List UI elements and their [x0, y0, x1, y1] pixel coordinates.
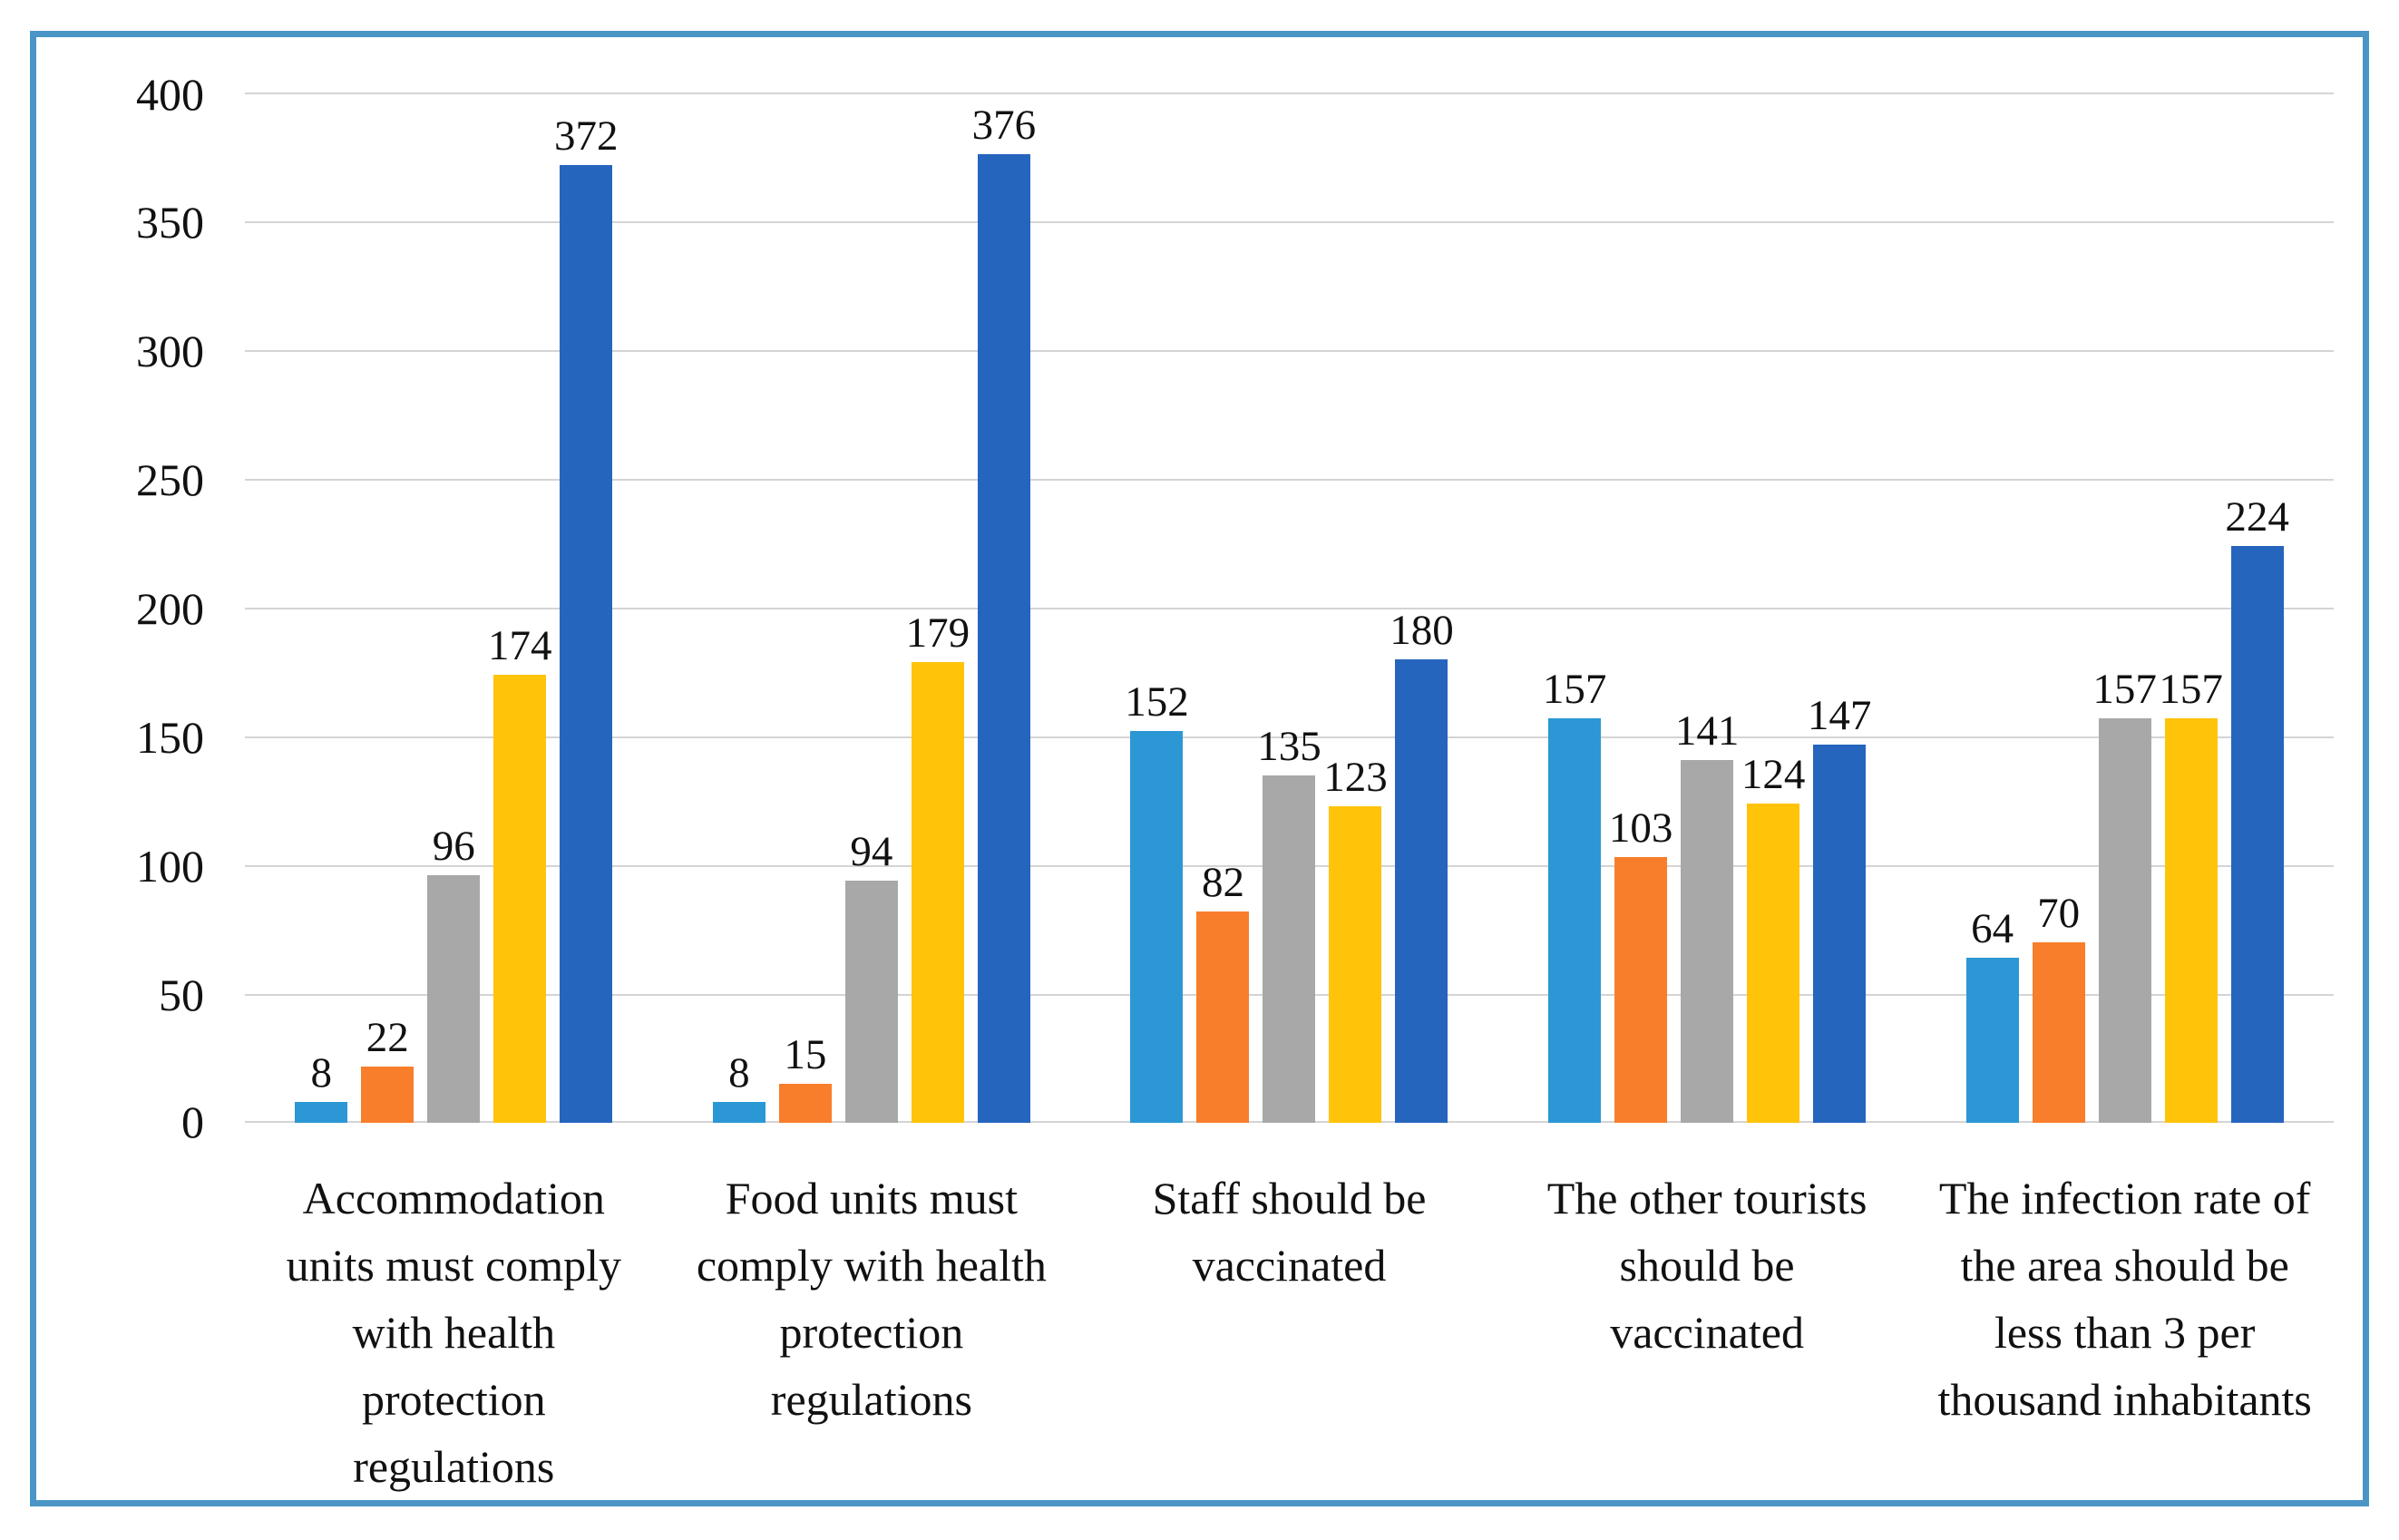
- bar-value-label: 141: [1674, 707, 1740, 755]
- gridline: [245, 350, 2334, 352]
- bar-value-label: 180: [1390, 606, 1454, 654]
- bar-value-label: 64: [1971, 905, 2014, 953]
- category-label-staff-vaccinated: Staff should be vaccinated: [1152, 1173, 1427, 1291]
- bar-group-staff-vaccinated: 152 82 135 123 180: [1080, 93, 1498, 1123]
- gridline: [245, 93, 2334, 94]
- bar-value-label: 157: [2159, 666, 2223, 714]
- bar-orange: 22: [361, 1016, 414, 1123]
- y-axis-tick: 50: [159, 970, 204, 1020]
- gridline: [245, 221, 2334, 223]
- bar-orange: 70: [2032, 892, 2085, 1123]
- bar-value-label: 22: [366, 1013, 409, 1061]
- bar-light-blue: 8: [712, 1052, 766, 1123]
- bar-value-label: 82: [1201, 859, 1244, 907]
- bar-value-label: 376: [971, 102, 1037, 150]
- gridline: [245, 479, 2334, 481]
- bar-light-blue: 64: [1965, 908, 2019, 1123]
- bar-groups: 8 22 96 174 372 8 15 94 179 376 152 82 1…: [245, 93, 2334, 1123]
- bar-value-label: 8: [310, 1049, 333, 1097]
- bar-value-label: 96: [432, 823, 475, 871]
- y-axis-tick: 250: [136, 454, 204, 505]
- bar-orange: 82: [1196, 862, 1250, 1123]
- category-label-other-tourists-vaccinated: The other tourists should be vaccinated: [1546, 1173, 1868, 1358]
- bar-value-label: 8: [728, 1049, 750, 1097]
- plot-area: 8 22 96 174 372 8 15 94 179 376 152 82 1…: [245, 93, 2334, 1123]
- bar-dark-blue: 224: [2225, 495, 2289, 1123]
- category-label-food-units: Food units must comply with health prote…: [696, 1173, 1047, 1425]
- y-axis-tick: 150: [136, 712, 204, 763]
- bar-value-label: 123: [1323, 753, 1388, 801]
- bar-value-label: 157: [2092, 666, 2157, 714]
- bar-gray: 96: [427, 825, 481, 1123]
- bar-group-accommodation-units: 8 22 96 174 372: [245, 93, 663, 1123]
- x-axis-category-labels: Accommodation units must comply with hea…: [245, 1165, 2334, 1500]
- y-axis-tick: 0: [181, 1097, 204, 1147]
- bar-dark-blue: 147: [1808, 694, 1871, 1123]
- bar-orange: 15: [778, 1034, 832, 1123]
- category-label-accommodation-units: Accommodation units must comply with hea…: [286, 1173, 622, 1492]
- bar-yellow: 174: [488, 624, 552, 1123]
- bar-dark-blue: 372: [554, 114, 619, 1123]
- bar-orange: 103: [1609, 807, 1672, 1123]
- bar-value-label: 124: [1741, 750, 1806, 798]
- y-axis-tick: 100: [136, 841, 204, 892]
- bar-value-label: 372: [554, 112, 619, 160]
- bar-value-label: 15: [784, 1031, 827, 1079]
- bar-value-label: 174: [488, 621, 552, 669]
- bar-gray: 157: [2092, 668, 2157, 1123]
- bar-value-label: 152: [1125, 678, 1189, 726]
- bar-group-infection-rate: 64 70 157 157 224: [1916, 93, 2334, 1123]
- bar-value-label: 94: [850, 828, 893, 876]
- category-label-infection-rate: The infection rate of the area should be…: [1937, 1173, 2312, 1425]
- bar-gray: 135: [1257, 725, 1321, 1123]
- bar-value-label: 103: [1608, 804, 1673, 853]
- bar-light-blue: 8: [295, 1052, 348, 1123]
- bar-yellow: 179: [906, 611, 970, 1123]
- bar-group-food-units: 8 15 94 179 376: [663, 93, 1081, 1123]
- y-axis: 400 350 300 250 200 150 100 50 0: [68, 72, 204, 1145]
- bar-value-label: 157: [1542, 666, 1607, 714]
- gridline: [245, 608, 2334, 609]
- bar-yellow: 123: [1323, 755, 1388, 1123]
- bar-yellow: 157: [2159, 668, 2223, 1123]
- y-axis-tick: 200: [136, 583, 204, 634]
- bar-light-blue: 152: [1125, 681, 1189, 1123]
- bar-gray: 141: [1675, 709, 1739, 1123]
- chart-frame: 400 350 300 250 200 150 100 50 0 8 22 96…: [30, 31, 2369, 1506]
- y-axis-tick: 350: [136, 197, 204, 248]
- bar-value-label: 179: [905, 609, 970, 657]
- bar-gray: 94: [844, 831, 898, 1123]
- bar-light-blue: 157: [1543, 668, 1606, 1123]
- bar-dark-blue: 376: [972, 104, 1036, 1123]
- bar-group-other-tourists-vaccinated: 157 103 141 124 147: [1498, 93, 1916, 1123]
- bar-value-label: 147: [1807, 691, 1872, 739]
- y-axis-tick: 300: [136, 326, 204, 376]
- y-axis-tick: 400: [136, 69, 204, 120]
- gridline: [245, 736, 2334, 738]
- bar-dark-blue: 180: [1390, 609, 1454, 1123]
- bar-value-label: 135: [1257, 722, 1321, 770]
- bar-value-label: 224: [2225, 492, 2289, 541]
- bar-value-label: 70: [2037, 890, 2081, 938]
- bar-yellow: 124: [1741, 753, 1805, 1123]
